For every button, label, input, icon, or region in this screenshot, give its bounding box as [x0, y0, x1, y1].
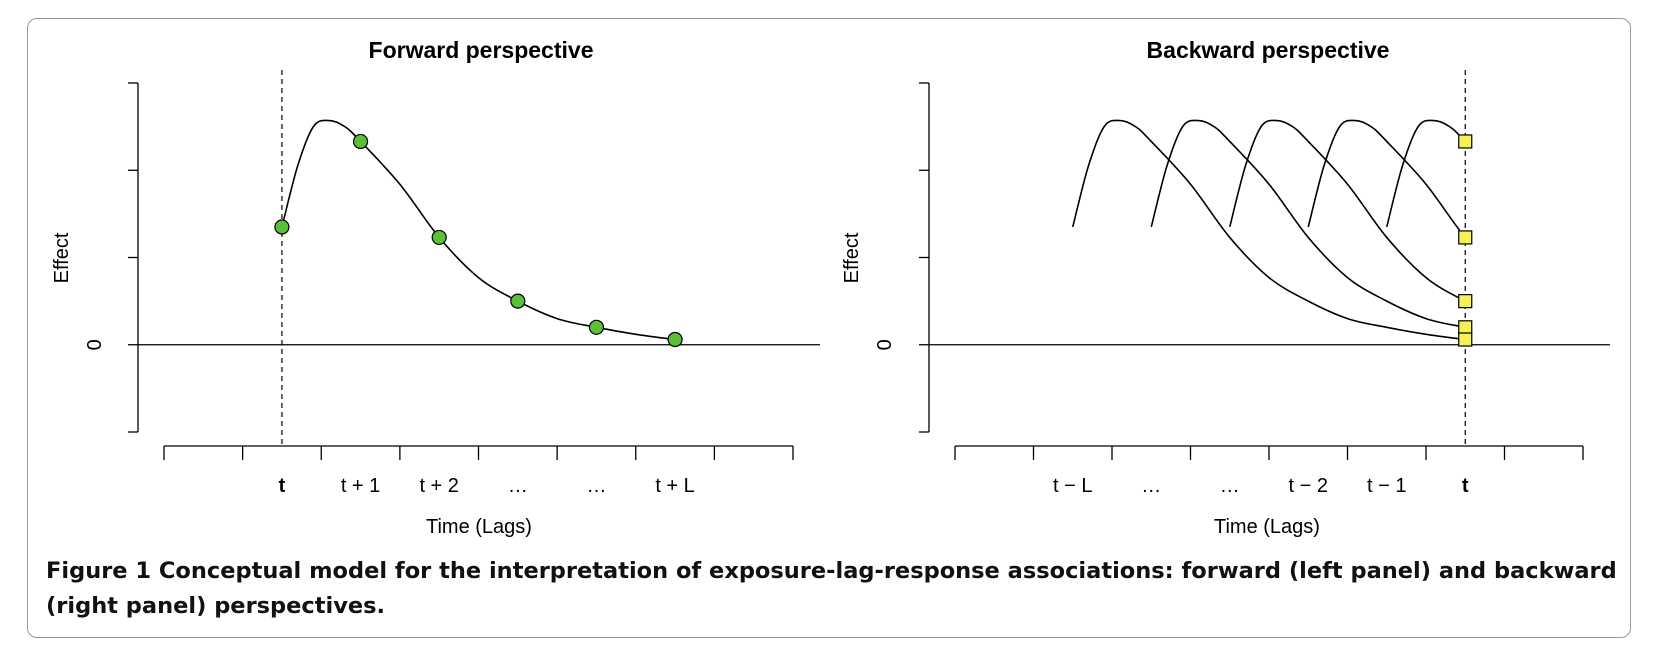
forward-x-tick-label: t + L: [655, 475, 694, 497]
backward-curve: [1228, 119, 1466, 303]
forward-x-tick-label: …: [508, 475, 528, 497]
backward-x-tick-label: t − 2: [1289, 475, 1328, 497]
forward-point: [352, 133, 369, 150]
backward-point: [1458, 230, 1473, 245]
forward-point: [667, 331, 683, 348]
backward-title: Backward perspective: [1147, 37, 1390, 63]
backward-x-tick-label: …: [1141, 475, 1161, 497]
figure-caption: Figure 1 Conceptual model for the interp…: [46, 554, 1626, 624]
backward-curve: [1150, 119, 1466, 329]
backward-curve: [1385, 119, 1466, 228]
forward-point: [431, 229, 447, 246]
forward-curve: [281, 119, 676, 341]
backward-point: [1458, 294, 1473, 309]
forward-xlabel: Time (Lags): [426, 516, 532, 538]
backward-panel: Backward perspective Time (Lags) Effect …: [841, 37, 1610, 538]
forward-x-tick-label: …: [586, 475, 606, 497]
backward-curve: [1307, 119, 1466, 239]
caption-label: Figure 1: [46, 558, 152, 584]
forward-y-tick-label-zero: 0: [84, 339, 106, 350]
forward-x-tick-label: t: [279, 475, 286, 497]
backward-x-tick-label: …: [1220, 475, 1240, 497]
forward-chart-marks: t t + 1 t + 2 … … t + L: [128, 70, 820, 497]
backward-point: [1458, 320, 1473, 335]
backward-y-tick-label: 0: [874, 339, 896, 350]
forward-point: [510, 293, 526, 309]
backward-xlabel: Time (Lags): [1214, 516, 1320, 538]
forward-title: Forward perspective: [369, 37, 594, 63]
figure-frame: [27, 18, 1631, 638]
forward-ylabel: Effect: [51, 232, 73, 283]
caption-text: Conceptual model for the interpretation …: [46, 558, 1617, 619]
backward-point: [1458, 332, 1473, 347]
backward-x-tick-label: t: [1462, 475, 1469, 497]
backward-y-tick-label-zero: 0: [874, 339, 896, 350]
backward-x-tick-label: t − 1: [1367, 475, 1406, 497]
backward-curve: [1071, 119, 1466, 341]
backward-x-tick-label: t − L: [1053, 475, 1092, 497]
forward-x-tick-label: t + 2: [419, 475, 458, 497]
forward-y-tick-label: 0: [84, 339, 106, 350]
backward-chart-marks: t − L … … t − 2 t − 1 t: [919, 70, 1610, 497]
backward-point: [1458, 134, 1473, 149]
forward-point: [274, 219, 290, 235]
forward-panel: Forward perspective Time (Lags) Effect 0…: [51, 37, 820, 538]
backward-ylabel: Effect: [841, 232, 863, 283]
forward-point: [588, 319, 605, 335]
forward-x-tick-label: t + 1: [341, 475, 380, 497]
